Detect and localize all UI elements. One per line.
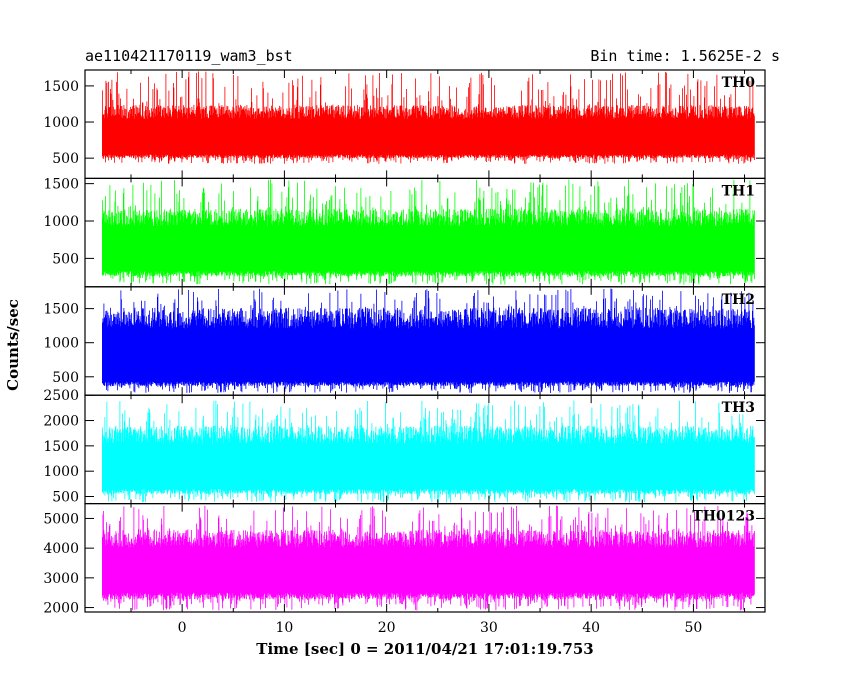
y-tick-label: 1000 [43,214,79,230]
panel-th2: 500 1000 1500 TH2 [43,286,766,396]
panel-th0: 500 1000 1500 TH0 [43,69,766,180]
bin-time-label: Bin time: 1.5625E-2 s [590,47,780,65]
series-label: TH0 [722,75,756,91]
panel-th0123: 2000 3000 4000 5000 TH0123 [43,503,766,617]
panel-th1: 500 1000 1500 TH1 [43,177,766,288]
y-tick-label: 500 [52,151,79,167]
series-th3 [102,400,755,503]
series-th0 [102,71,755,164]
y-tick-label: 1000 [43,464,79,480]
x-tick-label: 30 [480,620,498,636]
x-tick-label: 50 [685,620,703,636]
y-tick-label: 1500 [43,79,79,95]
y-tick-label: 500 [52,490,79,506]
series-label: TH1 [722,183,755,199]
y-axis-label: Counts/sec [4,299,22,391]
y-tick-label: 3000 [43,571,79,587]
y-tick-label: 1500 [43,302,79,318]
series-label: TH3 [722,400,755,416]
series-th2 [102,288,755,394]
chart-title: ae110421170119_wam3_bst [85,47,293,65]
y-tick-label: 2500 [43,388,79,404]
y-tick-label: 5000 [43,511,79,527]
series-th0123 [102,505,755,611]
x-axis-label: Time [sec] 0 = 2011/04/21 17:01:19.753 [256,640,593,658]
y-tick-label: 2000 [43,601,79,617]
x-tick-label: 10 [275,620,293,636]
y-tick-label: 500 [52,251,79,267]
series-th1 [102,179,755,285]
panel-th3: 500 1000 1500 2000 2500 TH3 [43,388,766,506]
y-tick-label: 500 [52,370,79,386]
x-tick-label: 0 [178,620,187,636]
y-tick-label: 1000 [43,115,79,131]
y-tick-label: 2000 [43,414,79,430]
y-tick-label: 1500 [43,439,79,455]
y-tick-label: 4000 [43,541,79,557]
series-label: TH0123 [692,509,755,525]
x-tick-label: 40 [582,620,600,636]
x-tick-label: 20 [378,620,396,636]
y-tick-label: 1500 [43,177,79,193]
panel-frame [84,503,766,613]
series-label: TH2 [722,292,755,308]
y-tick-label: 1000 [43,336,79,352]
